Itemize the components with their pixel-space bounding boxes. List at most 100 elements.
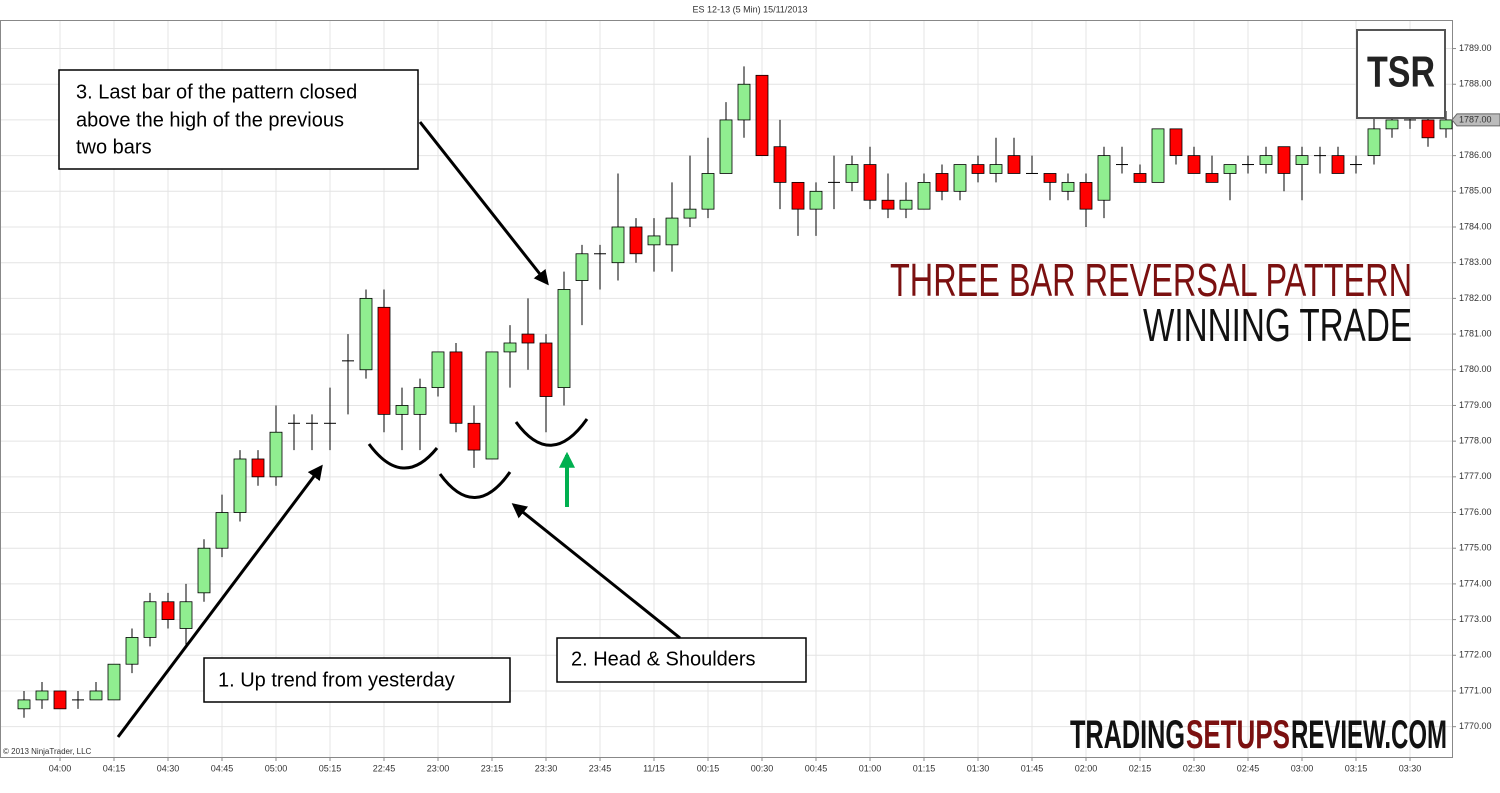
body (431, 351, 445, 389)
body (1007, 155, 1021, 174)
x-tick-label: 05:15 (319, 763, 342, 773)
body (665, 217, 679, 246)
body (1223, 164, 1237, 174)
chart-title: ES 12-13 (5 Min) 15/11/2013 (693, 4, 808, 14)
x-tick-label: 23:30 (535, 763, 558, 773)
arrow (116, 464, 323, 738)
x-tick-label: 02:45 (1237, 763, 1260, 773)
x-tick-label: 01:15 (913, 763, 936, 773)
note-box (58, 69, 419, 170)
y-tick-label: 1780.00 (1459, 364, 1492, 374)
body (521, 333, 535, 344)
note-box (556, 637, 807, 683)
note-text: two bars (76, 136, 152, 158)
x-tick-label: 01:00 (859, 763, 882, 773)
body (1439, 119, 1453, 130)
arrow (418, 121, 549, 286)
body (1331, 155, 1345, 174)
body (449, 351, 463, 424)
y-tick-label: 1777.00 (1459, 471, 1492, 481)
pattern-arc (438, 471, 512, 499)
body (197, 547, 211, 594)
body (683, 208, 697, 219)
x-tick-label: 01:30 (967, 763, 990, 773)
note-text: 3. Last bar of the pattern closed (76, 81, 357, 103)
candles (17, 66, 1453, 718)
body (143, 601, 157, 638)
body (377, 306, 391, 415)
body (1061, 181, 1075, 192)
site-part: TRADING (1070, 713, 1185, 757)
note-box (203, 657, 511, 703)
y-tick-label: 1770.00 (1459, 721, 1492, 731)
y-tick-label: 1782.00 (1459, 293, 1492, 303)
body (647, 235, 661, 246)
x-tick-label: 23:45 (589, 763, 612, 773)
body (791, 181, 805, 210)
body (629, 226, 643, 255)
body (215, 512, 229, 549)
body (737, 83, 751, 121)
body (107, 663, 121, 701)
body (1187, 155, 1201, 174)
x-tick-label: 00:15 (697, 763, 720, 773)
y-tick-label: 1788.00 (1459, 79, 1492, 89)
y-tick-label: 1784.00 (1459, 221, 1492, 231)
body (881, 199, 895, 210)
body (503, 342, 517, 353)
body (557, 289, 571, 389)
y-tick-label: 1786.00 (1459, 150, 1492, 160)
headline: WINNING TRADE (1143, 299, 1412, 351)
body (917, 181, 931, 210)
y-tick-label: 1779.00 (1459, 400, 1492, 410)
body (395, 405, 409, 415)
x-tick-label: 04:45 (211, 763, 234, 773)
body (35, 690, 49, 701)
body (1097, 155, 1111, 201)
y-tick-label: 1785.00 (1459, 186, 1492, 196)
body (1259, 155, 1273, 165)
x-tick-label: 03:00 (1291, 763, 1314, 773)
y-tick-label: 1778.00 (1459, 436, 1492, 446)
logo-box (1356, 29, 1446, 119)
body (611, 226, 625, 264)
body (161, 601, 175, 620)
x-tick-label: 02:00 (1075, 763, 1098, 773)
x-tick-label: 00:30 (751, 763, 774, 773)
body (1133, 173, 1147, 183)
y-tick-label: 1772.00 (1459, 650, 1492, 660)
x-tick-label: 23:00 (427, 763, 450, 773)
arrow (511, 503, 681, 640)
x-tick-label: 00:45 (805, 763, 828, 773)
y-tick-label: 1771.00 (1459, 685, 1492, 695)
body (233, 458, 247, 513)
body (755, 74, 769, 157)
body (1295, 155, 1309, 165)
body (251, 458, 265, 478)
x-tick-label: 01:45 (1021, 763, 1044, 773)
body (1169, 128, 1183, 157)
body (125, 637, 139, 665)
grid (0, 20, 1452, 757)
site-part: SETUPS (1186, 713, 1290, 757)
x-tick-label: 03:30 (1399, 763, 1422, 773)
note-text: 1. Up trend from yesterday (218, 669, 455, 691)
body (1421, 119, 1435, 139)
body (1151, 128, 1165, 183)
body (1367, 128, 1381, 157)
note-text: 2. Head & Shoulders (571, 648, 756, 670)
body (971, 164, 985, 174)
body (773, 146, 787, 183)
logo: TSR (1367, 48, 1435, 97)
y-tick-label: 1776.00 (1459, 507, 1492, 517)
site-name: TRADINGSETUPSREVIEW.COM (1070, 713, 1447, 757)
last-price-label: 1787.00 (1459, 114, 1492, 124)
copyright: © 2013 NinjaTrader, LLC (3, 747, 92, 756)
x-tick-label: 22:45 (373, 763, 396, 773)
body (719, 119, 733, 174)
y-tick-label: 1783.00 (1459, 257, 1492, 267)
body (467, 422, 481, 451)
y-tick-label: 1789.00 (1459, 43, 1492, 53)
body (935, 173, 949, 192)
x-tick-label: 04:30 (157, 763, 180, 773)
